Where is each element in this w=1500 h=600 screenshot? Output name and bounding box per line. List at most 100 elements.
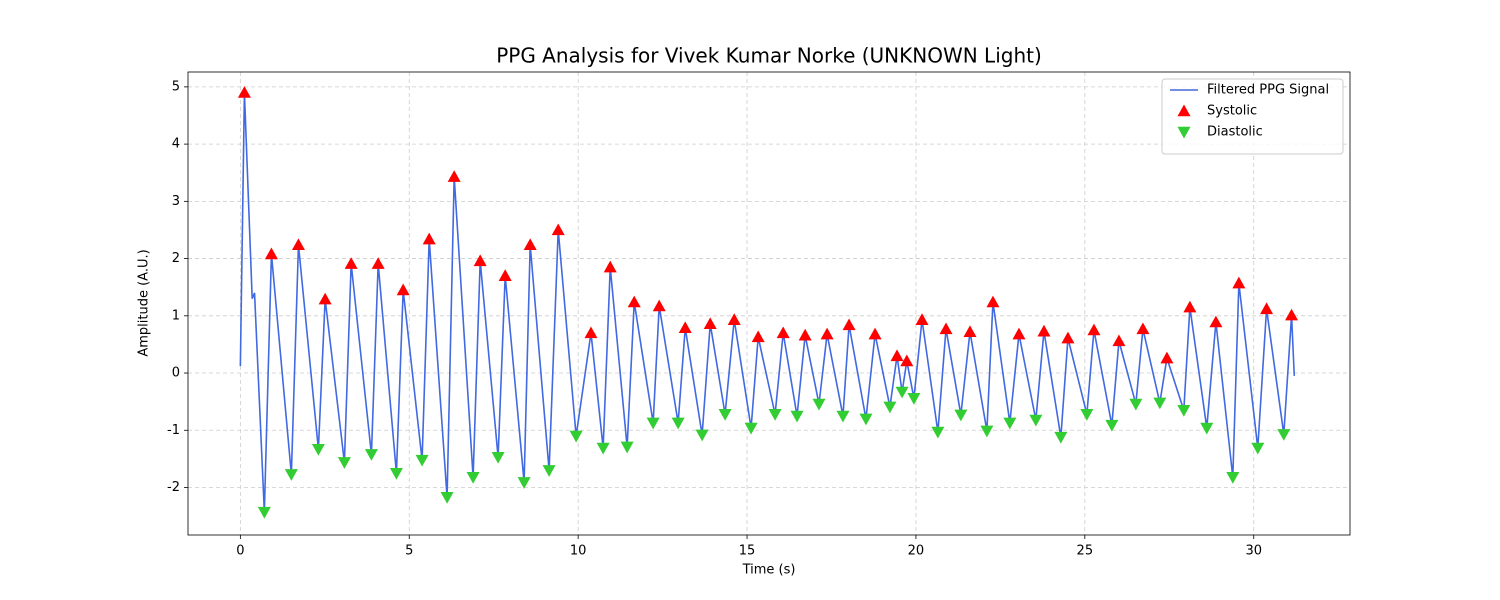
peak-marker bbox=[695, 429, 709, 442]
peak-marker bbox=[364, 449, 378, 461]
peak-marker bbox=[1153, 397, 1167, 410]
peak-marker bbox=[542, 465, 556, 477]
peak-marker bbox=[776, 326, 790, 339]
peak-marker bbox=[836, 410, 850, 423]
peak-marker bbox=[517, 477, 531, 489]
peak-marker bbox=[1260, 302, 1274, 315]
peak-marker bbox=[620, 441, 634, 454]
peak-marker bbox=[1285, 308, 1299, 321]
x-axis-label: Time (s) bbox=[742, 563, 796, 578]
peak-marker bbox=[237, 86, 251, 98]
peak-marker bbox=[257, 506, 271, 519]
peak-marker bbox=[1200, 422, 1214, 435]
peak-marker bbox=[931, 426, 945, 439]
peak-marker bbox=[718, 409, 732, 421]
peak-marker bbox=[963, 325, 977, 338]
peak-marker bbox=[652, 299, 666, 312]
peak-marker bbox=[627, 295, 641, 308]
legend-swatch bbox=[1177, 126, 1191, 139]
peak-marker bbox=[415, 454, 429, 467]
peak-marker bbox=[1209, 315, 1223, 328]
legend-label: Diastolic bbox=[1207, 125, 1263, 140]
peak-marker bbox=[1012, 327, 1026, 340]
y-tick-label: 5 bbox=[172, 79, 180, 94]
peak-marker bbox=[1177, 405, 1191, 417]
peak-marker bbox=[890, 349, 904, 362]
peak-marker bbox=[498, 269, 512, 281]
peak-marker bbox=[1105, 419, 1119, 432]
x-tick-label: 10 bbox=[570, 544, 587, 559]
peak-marker bbox=[344, 257, 358, 269]
peak-marker bbox=[900, 354, 914, 367]
peak-marker bbox=[596, 442, 610, 455]
peak-marker bbox=[371, 257, 385, 269]
peak-marker bbox=[318, 292, 332, 305]
peak-marker bbox=[703, 317, 717, 330]
peak-marker bbox=[1232, 276, 1246, 289]
y-tick-label: 2 bbox=[172, 251, 180, 266]
x-tick-label: 20 bbox=[908, 544, 925, 559]
peak-marker bbox=[603, 260, 617, 273]
peak-marker bbox=[883, 401, 897, 414]
x-tick-label: 15 bbox=[739, 544, 756, 559]
peak-marker bbox=[678, 321, 692, 334]
peak-marker bbox=[291, 238, 305, 251]
peak-marker bbox=[1251, 442, 1265, 455]
peak-marker bbox=[523, 238, 537, 251]
peak-marker bbox=[842, 318, 856, 331]
peak-marker bbox=[1183, 300, 1197, 313]
peak-marker bbox=[491, 451, 505, 464]
legend-swatch bbox=[1177, 104, 1191, 117]
peak-marker bbox=[1037, 324, 1051, 337]
y-tick-label: -1 bbox=[167, 423, 180, 438]
y-tick-label: 1 bbox=[172, 308, 180, 323]
peak-marker bbox=[868, 327, 882, 340]
peak-marker bbox=[812, 398, 826, 411]
peak-marker bbox=[907, 393, 921, 405]
peak-marker bbox=[954, 409, 968, 422]
x-tick-label: 5 bbox=[405, 544, 413, 559]
y-axis-label: Amplitude (A.U.) bbox=[137, 249, 152, 356]
peak-marker bbox=[447, 170, 461, 182]
legend-label: Filtered PPG Signal bbox=[1207, 83, 1329, 98]
peak-marker bbox=[1029, 414, 1043, 427]
plot-frame bbox=[187, 71, 1351, 536]
peak-marker bbox=[727, 313, 741, 326]
peak-marker bbox=[1160, 351, 1174, 364]
y-tick-label: -2 bbox=[167, 480, 180, 495]
peak-marker bbox=[859, 413, 873, 426]
peak-marker bbox=[1112, 334, 1126, 347]
peak-marker bbox=[820, 327, 834, 340]
peak-marker bbox=[915, 313, 929, 326]
peak-marker bbox=[671, 417, 685, 430]
peak-marker bbox=[311, 443, 325, 456]
peak-marker bbox=[396, 283, 410, 296]
peak-marker bbox=[768, 409, 782, 421]
peak-marker bbox=[790, 410, 804, 423]
peak-marker bbox=[466, 471, 480, 484]
y-tick-label: 0 bbox=[172, 366, 180, 381]
peak-marker bbox=[337, 457, 351, 469]
peak-marker bbox=[986, 295, 1000, 308]
peak-marker bbox=[284, 469, 298, 481]
peak-marker bbox=[895, 386, 909, 399]
peak-marker bbox=[646, 417, 660, 430]
x-tick-label: 25 bbox=[1077, 544, 1094, 559]
chart-title: PPG Analysis for Vivek Kumar Norke (UNKN… bbox=[496, 44, 1042, 68]
peak-marker bbox=[1226, 471, 1240, 484]
peak-marker bbox=[1061, 331, 1075, 344]
peak-marker bbox=[1129, 398, 1143, 411]
peak-marker bbox=[1087, 323, 1101, 336]
legend-label: Systolic bbox=[1207, 104, 1257, 119]
peak-marker bbox=[1003, 417, 1017, 430]
peak-marker bbox=[584, 326, 598, 339]
x-tick-label: 30 bbox=[1245, 544, 1262, 559]
legend-box bbox=[1161, 78, 1344, 155]
peak-marker bbox=[422, 232, 436, 245]
peak-marker bbox=[744, 422, 758, 435]
peak-marker bbox=[440, 492, 454, 504]
peak-marker bbox=[1277, 429, 1291, 441]
peak-marker bbox=[1054, 431, 1068, 444]
x-tick-label: 0 bbox=[236, 544, 244, 559]
